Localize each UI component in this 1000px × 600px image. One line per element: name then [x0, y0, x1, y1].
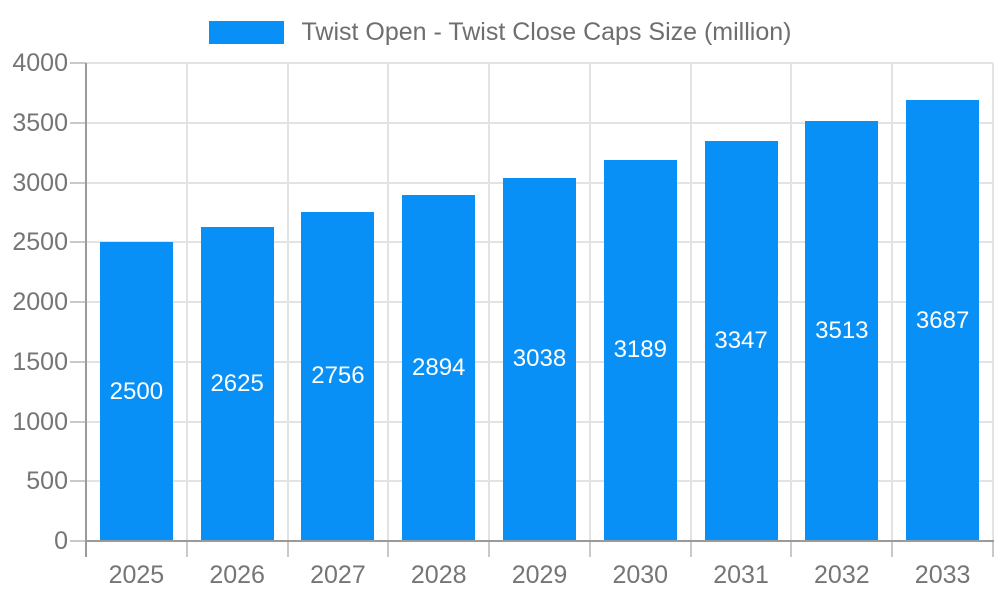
- x-tick-mark-5: [588, 541, 591, 557]
- legend-swatch-icon: [208, 20, 284, 44]
- x-axis-label-2032: 2032: [814, 561, 870, 589]
- x-axis-label-2029: 2029: [511, 561, 568, 589]
- y-axis-line: [85, 63, 87, 557]
- x-axis-label-2028: 2028: [410, 561, 467, 589]
- y-axis-label-2000: 2000: [12, 288, 68, 316]
- y-tick-mark-2000: [70, 301, 86, 303]
- bar-2025[interactable]: [99, 242, 173, 541]
- bar-2031[interactable]: [704, 141, 778, 541]
- legend-label: Twist Open - Twist Close Caps Size (mill…: [301, 18, 792, 46]
- bar-2028[interactable]: [402, 195, 476, 541]
- y-tick-mark-0: [70, 540, 86, 542]
- h-gridline-3500: [86, 121, 993, 124]
- y-axis-label-1500: 1500: [12, 347, 68, 376]
- x-tick-mark-8: [891, 541, 894, 557]
- y-tick-mark-3500: [70, 121, 86, 124]
- v-gridline-4: [488, 63, 491, 541]
- x-axis-line: [85, 540, 994, 542]
- bar-2029[interactable]: [503, 177, 576, 541]
- x-tick-mark-7: [790, 541, 793, 557]
- x-tick-mark-1: [185, 541, 188, 557]
- y-axis-label-3500: 3500: [12, 108, 68, 137]
- y-tick-mark-2500: [70, 241, 86, 244]
- bar-2032[interactable]: [805, 121, 879, 541]
- x-tick-mark-3: [387, 541, 390, 557]
- y-axis-label-2500: 2500: [12, 228, 68, 257]
- bar-2026[interactable]: [200, 227, 274, 541]
- h-gridline-4000: [86, 62, 993, 64]
- y-tick-mark-4000: [70, 62, 86, 64]
- y-tick-mark-500: [70, 480, 86, 483]
- legend[interactable]: Twist Open - Twist Close Caps Size (mill…: [0, 12, 1000, 52]
- x-tick-mark-4: [488, 541, 491, 557]
- x-tick-mark-6: [689, 541, 692, 557]
- bar-2033[interactable]: [906, 100, 980, 541]
- x-axis-label-2031: 2031: [713, 561, 769, 589]
- v-gridline-2: [286, 63, 289, 541]
- v-gridline-5: [588, 63, 591, 541]
- bar-2027[interactable]: [301, 211, 375, 541]
- y-axis-label-3000: 3000: [12, 168, 68, 197]
- y-axis-label-500: 500: [26, 467, 68, 496]
- x-tick-mark-9: [992, 541, 994, 557]
- x-axis-label-2030: 2030: [612, 561, 669, 589]
- v-gridline-1: [185, 63, 188, 541]
- v-gridline-3: [387, 63, 390, 541]
- y-axis-label-4000: 4000: [12, 49, 68, 77]
- y-axis-label-1000: 1000: [12, 407, 68, 436]
- y-axis-label-0: 0: [54, 527, 68, 555]
- v-gridline-8: [891, 63, 894, 541]
- x-axis-label-2027: 2027: [310, 561, 366, 589]
- y-tick-mark-1000: [70, 420, 86, 423]
- x-axis-label-2033: 2033: [914, 561, 971, 589]
- x-axis-label-2026: 2026: [209, 561, 265, 589]
- v-gridline-9: [992, 63, 994, 541]
- x-axis-label-2025: 2025: [108, 561, 165, 589]
- y-tick-mark-1500: [70, 360, 86, 363]
- y-tick-mark-3000: [70, 181, 86, 184]
- x-tick-mark-2: [286, 541, 289, 557]
- v-gridline-6: [689, 63, 692, 541]
- bar-2030[interactable]: [603, 159, 677, 541]
- v-gridline-7: [790, 63, 793, 541]
